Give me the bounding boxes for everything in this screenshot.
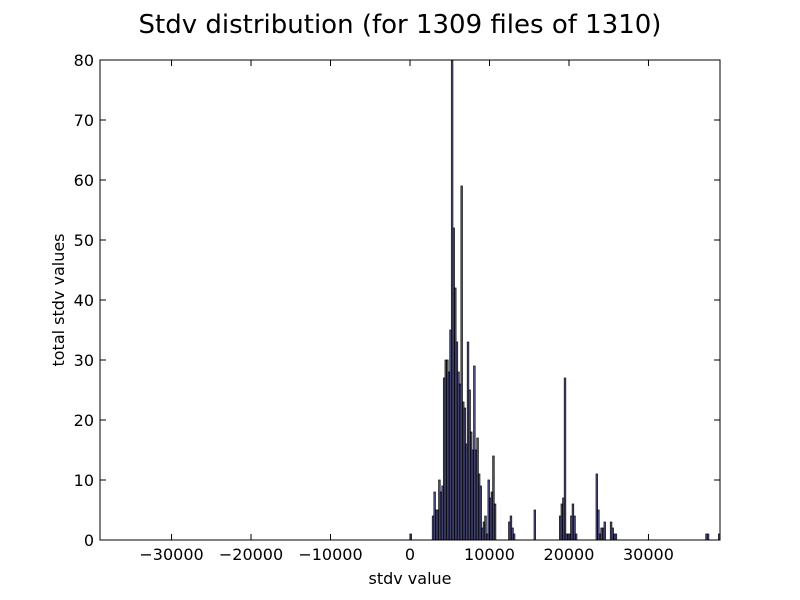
y-tick-label: 60 [74,171,94,190]
y-axis: 0 10 20 30 40 50 60 70 80 [74,51,720,550]
x-tick-label: 30000 [623,545,674,564]
x-tick-label: 20000 [544,545,595,564]
y-tick-label: 0 [84,531,94,550]
bars-group [409,59,721,541]
y-tick-label: 10 [74,471,94,490]
x-axis: −30000 −20000 −10000 0 10000 20000 30000 [139,60,674,564]
histogram-bar [493,503,497,541]
y-tick-label: 40 [74,291,94,310]
y-tick-label: 30 [74,351,94,370]
y-tick-label: 70 [74,111,94,130]
x-axis-label: stdv value [368,569,451,588]
x-tick-label: −10000 [298,545,362,564]
histogram-bar [706,533,710,541]
y-axis-label: total stdv values [49,233,68,366]
chart-title: Stdv distribution (for 1309 files of 131… [139,10,662,40]
plot-frame [99,59,721,541]
x-tick-label: 0 [405,545,415,564]
x-tick-label: 10000 [464,545,515,564]
x-tick-label: −30000 [139,545,203,564]
histogram-bar [533,509,536,541]
histogram-bar [603,521,606,541]
histogram-bar [614,533,618,541]
y-tick-label: 80 [74,51,94,70]
x-tick-label: −20000 [219,545,283,564]
histogram-bar [512,533,516,541]
y-tick-label: 50 [74,231,94,250]
y-tick-label: 20 [74,411,94,430]
histogram-bar [574,533,578,541]
histogram-bar [563,377,567,541]
